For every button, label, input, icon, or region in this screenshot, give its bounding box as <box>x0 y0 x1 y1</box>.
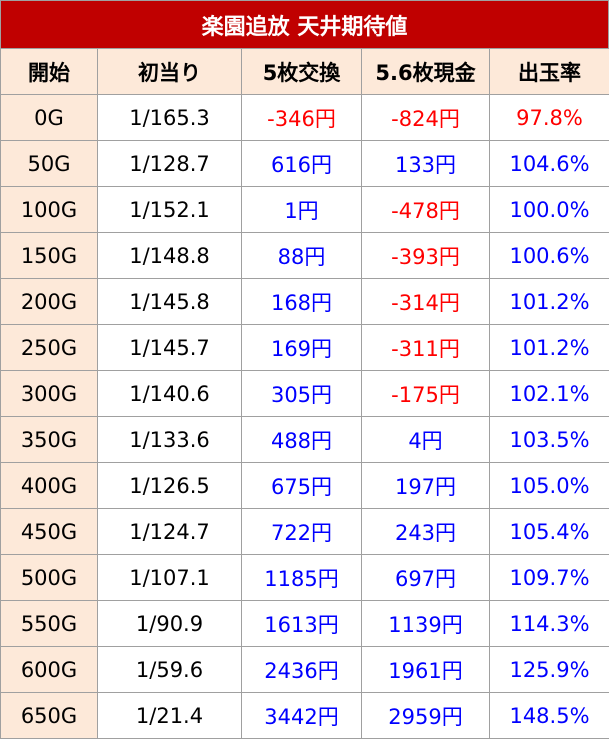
table-row: 200G 1/145.8 168円 -314円 101.2% <box>0 278 609 325</box>
first-hit-cell: 1/90.9 <box>97 600 242 647</box>
payout-rate-cell: 102.1% <box>489 370 609 417</box>
table-row: 100G 1/152.1 1円 -478円 100.0% <box>0 186 609 233</box>
payout-rate-cell: 101.2% <box>489 324 609 371</box>
table-body: 0G 1/165.3 -346円 -824円 97.8% 50G 1/128.7 616円 13… <box>0 94 609 739</box>
start-cell: 600G <box>0 646 98 693</box>
exchange-5-cell: 488円 <box>241 416 362 463</box>
start-cell: 450G <box>0 508 98 555</box>
first-hit-cell: 1/133.6 <box>97 416 242 463</box>
table-row: 350G 1/133.6 488円 4円 103.5% <box>0 416 609 463</box>
table-row: 500G 1/107.1 1185円 697円 109.7% <box>0 554 609 601</box>
first-hit-cell: 1/148.8 <box>97 232 242 279</box>
payout-rate-cell: 97.8% <box>489 94 609 141</box>
exchange-5-cell: 169円 <box>241 324 362 371</box>
header-exchange-5: 5枚交換 <box>241 48 362 95</box>
cash-5-6-cell: 1139円 <box>361 600 490 647</box>
first-hit-cell: 1/165.3 <box>97 94 242 141</box>
start-cell: 250G <box>0 324 98 371</box>
table-row: 50G 1/128.7 616円 133円 104.6% <box>0 140 609 187</box>
exchange-5-cell: 722円 <box>241 508 362 555</box>
payout-rate-cell: 105.4% <box>489 508 609 555</box>
first-hit-cell: 1/128.7 <box>97 140 242 187</box>
table-row: 550G 1/90.9 1613円 1139円 114.3% <box>0 600 609 647</box>
cash-5-6-cell: 697円 <box>361 554 490 601</box>
start-cell: 150G <box>0 232 98 279</box>
first-hit-cell: 1/107.1 <box>97 554 242 601</box>
exchange-5-cell: 1円 <box>241 186 362 233</box>
header-cash-5-6: 5.6枚現金 <box>361 48 490 95</box>
start-cell: 550G <box>0 600 98 647</box>
first-hit-cell: 1/124.7 <box>97 508 242 555</box>
table-row: 600G 1/59.6 2436円 1961円 125.9% <box>0 646 609 693</box>
start-cell: 300G <box>0 370 98 417</box>
cash-5-6-cell: 2959円 <box>361 692 490 739</box>
table-row: 150G 1/148.8 88円 -393円 100.6% <box>0 232 609 279</box>
exchange-5-cell: 3442円 <box>241 692 362 739</box>
cash-5-6-cell: 4円 <box>361 416 490 463</box>
payout-rate-cell: 103.5% <box>489 416 609 463</box>
table-row: 0G 1/165.3 -346円 -824円 97.8% <box>0 94 609 141</box>
first-hit-cell: 1/145.8 <box>97 278 242 325</box>
cash-5-6-cell: 133円 <box>361 140 490 187</box>
table-row: 300G 1/140.6 305円 -175円 102.1% <box>0 370 609 417</box>
table-row: 650G 1/21.4 3442円 2959円 148.5% <box>0 692 609 739</box>
payout-rate-cell: 125.9% <box>489 646 609 693</box>
table-row: 450G 1/124.7 722円 243円 105.4% <box>0 508 609 555</box>
exchange-5-cell: 1185円 <box>241 554 362 601</box>
table-row: 250G 1/145.7 169円 -311円 101.2% <box>0 324 609 371</box>
exchange-5-cell: 2436円 <box>241 646 362 693</box>
payout-rate-cell: 148.5% <box>489 692 609 739</box>
expected-value-table: 開始 初当り 5枚交換 5.6枚現金 出玉率 0G 1/165.3 -346円 -82… <box>0 48 609 739</box>
exchange-5-cell: 305円 <box>241 370 362 417</box>
header-start: 開始 <box>0 48 98 95</box>
payout-rate-cell: 100.6% <box>489 232 609 279</box>
payout-rate-cell: 100.0% <box>489 186 609 233</box>
first-hit-cell: 1/59.6 <box>97 646 242 693</box>
cash-5-6-cell: 243円 <box>361 508 490 555</box>
cash-5-6-cell: 197円 <box>361 462 490 509</box>
first-hit-cell: 1/21.4 <box>97 692 242 739</box>
start-cell: 50G <box>0 140 98 187</box>
table-title: 楽園追放 天井期待値 <box>0 0 609 48</box>
cash-5-6-cell: -311円 <box>361 324 490 371</box>
start-cell: 400G <box>0 462 98 509</box>
cash-5-6-cell: 1961円 <box>361 646 490 693</box>
cash-5-6-cell: -175円 <box>361 370 490 417</box>
start-cell: 100G <box>0 186 98 233</box>
payout-rate-cell: 104.6% <box>489 140 609 187</box>
exchange-5-cell: 675円 <box>241 462 362 509</box>
start-cell: 500G <box>0 554 98 601</box>
payout-rate-cell: 114.3% <box>489 600 609 647</box>
exchange-5-cell: 168円 <box>241 278 362 325</box>
exchange-5-cell: 616円 <box>241 140 362 187</box>
payout-rate-cell: 101.2% <box>489 278 609 325</box>
start-cell: 350G <box>0 416 98 463</box>
first-hit-cell: 1/126.5 <box>97 462 242 509</box>
first-hit-cell: 1/152.1 <box>97 186 242 233</box>
cash-5-6-cell: -824円 <box>361 94 490 141</box>
header-row: 開始 初当り 5枚交換 5.6枚現金 出玉率 <box>0 48 609 95</box>
header-payout-rate: 出玉率 <box>489 48 609 95</box>
payout-rate-cell: 105.0% <box>489 462 609 509</box>
start-cell: 650G <box>0 692 98 739</box>
start-cell: 200G <box>0 278 98 325</box>
exchange-5-cell: 1613円 <box>241 600 362 647</box>
table-row: 400G 1/126.5 675円 197円 105.0% <box>0 462 609 509</box>
exchange-5-cell: -346円 <box>241 94 362 141</box>
cash-5-6-cell: -478円 <box>361 186 490 233</box>
header-first-hit: 初当り <box>97 48 242 95</box>
payout-rate-cell: 109.7% <box>489 554 609 601</box>
cash-5-6-cell: -314円 <box>361 278 490 325</box>
start-cell: 0G <box>0 94 98 141</box>
exchange-5-cell: 88円 <box>241 232 362 279</box>
first-hit-cell: 1/145.7 <box>97 324 242 371</box>
cash-5-6-cell: -393円 <box>361 232 490 279</box>
first-hit-cell: 1/140.6 <box>97 370 242 417</box>
